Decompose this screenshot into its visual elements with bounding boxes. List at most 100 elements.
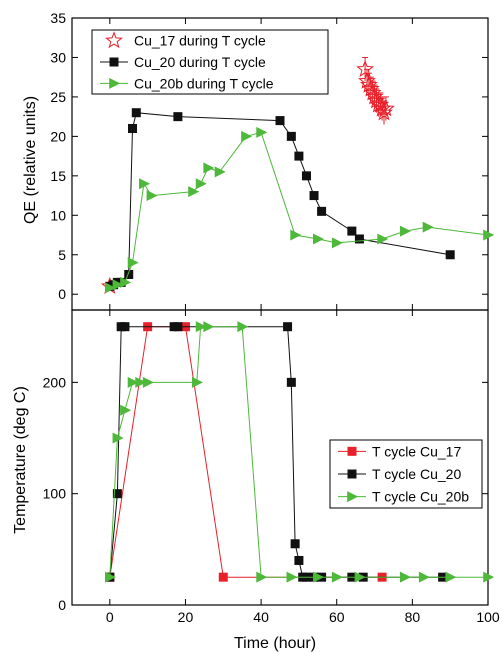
y-tick-label: 30 xyxy=(50,49,66,65)
y-tick-label: 200 xyxy=(43,374,67,390)
data-point xyxy=(135,376,147,388)
top-series-0 xyxy=(100,56,395,294)
bottom-plot-frame xyxy=(71,309,489,606)
data-point xyxy=(256,571,268,583)
data-point xyxy=(173,322,183,332)
bottom-y-axis: 0 100 200 xyxy=(43,374,488,613)
data-point xyxy=(358,71,376,89)
y-tick-label: 5 xyxy=(58,247,66,263)
data-point xyxy=(218,572,228,582)
data-point xyxy=(483,229,495,241)
data-point xyxy=(241,130,253,142)
legend-item: T cycle Cu_20b xyxy=(338,489,469,505)
data-point xyxy=(301,171,311,181)
data-point xyxy=(331,571,343,583)
data-point xyxy=(347,226,357,236)
data-point xyxy=(112,489,122,499)
data-point xyxy=(188,186,200,198)
legend-label: Cu_20b during T cycle xyxy=(134,75,274,91)
data-point xyxy=(361,79,380,97)
legend-label: T cycle Cu_20 xyxy=(372,466,461,482)
data-point xyxy=(375,103,393,121)
data-point xyxy=(286,131,296,141)
data-point xyxy=(203,162,215,174)
legend-label: T cycle Cu_17 xyxy=(372,443,461,459)
data-point xyxy=(127,257,139,269)
data-point xyxy=(142,376,154,388)
data-point xyxy=(422,221,434,233)
top-y-axis: 0 5 10 15 20 25 30 35 xyxy=(50,10,488,302)
data-point xyxy=(131,108,141,118)
data-point xyxy=(313,571,324,583)
x-tick-label: 60 xyxy=(329,609,345,625)
data-point xyxy=(359,75,378,93)
data-point xyxy=(290,539,300,549)
data-point xyxy=(275,116,285,126)
data-point xyxy=(120,322,130,332)
data-point xyxy=(290,229,302,241)
data-point xyxy=(192,376,203,388)
x-tick-label: 40 xyxy=(253,609,269,625)
x-tick-label: 100 xyxy=(476,609,500,625)
legend-marker xyxy=(347,469,357,479)
y-tick-label: 25 xyxy=(50,89,66,105)
data-point xyxy=(363,83,382,101)
legend-marker xyxy=(105,31,123,49)
data-point xyxy=(120,276,132,288)
x-tick-label: 20 xyxy=(178,609,194,625)
data-point xyxy=(237,321,249,333)
data-point xyxy=(112,279,124,291)
y-tick-label: 10 xyxy=(50,207,66,223)
bottom-series-2 xyxy=(105,321,495,583)
data-point xyxy=(313,233,324,245)
legend-item: Cu_17 during T cycle xyxy=(105,31,266,49)
data-point xyxy=(286,571,298,583)
y-tick-label: 100 xyxy=(43,486,67,502)
data-point xyxy=(127,376,139,388)
data-point xyxy=(283,322,293,332)
data-point xyxy=(445,250,455,260)
top-y-axis-label: QE (relative units) xyxy=(22,96,39,224)
y-tick-label: 0 xyxy=(58,286,66,302)
data-point xyxy=(195,178,207,190)
x-axis-label: Time (hour) xyxy=(234,635,316,652)
top-panel: 0 5 10 15 20 25 30 35 Cu_17 during T cycle Cu_20 … xyxy=(50,10,495,311)
y-tick-label: 15 xyxy=(50,168,66,184)
data-point xyxy=(331,237,343,249)
legend-box xyxy=(91,29,329,95)
data-point xyxy=(203,321,215,333)
data-point xyxy=(399,571,411,583)
data-point xyxy=(418,571,430,583)
data-point xyxy=(124,269,134,279)
data-point xyxy=(173,112,183,122)
data-point xyxy=(105,282,116,294)
bottom-legend: T cycle Cu_17 T cycle Cu_20 T cycle Cu_20b xyxy=(329,439,483,509)
legend-item: T cycle Cu_17 xyxy=(338,443,461,459)
top-legend: Cu_17 during T cycle Cu_20 during T cycle… xyxy=(91,29,329,95)
legend-marker xyxy=(347,491,359,503)
data-point xyxy=(399,225,411,237)
top-series-2 xyxy=(105,126,495,294)
data-point xyxy=(256,126,268,138)
data-point xyxy=(214,166,226,178)
data-point xyxy=(146,190,158,202)
legend-marker xyxy=(109,77,121,89)
legend-label: Cu_20 during T cycle xyxy=(134,54,266,70)
data-point xyxy=(376,99,395,117)
bottom-y-axis-label: Temperature (deg C) xyxy=(12,386,29,534)
data-point xyxy=(294,151,304,161)
legend-marker xyxy=(347,446,357,456)
data-point xyxy=(294,555,304,565)
bottom-x-axis: 0 20 40 60 80 100 xyxy=(106,310,500,625)
data-point xyxy=(354,571,366,583)
legend-item: Cu_20b during T cycle xyxy=(100,75,274,91)
series-line xyxy=(109,112,451,287)
data-point xyxy=(483,571,495,583)
data-point xyxy=(317,206,327,216)
data-point xyxy=(354,234,364,244)
data-point xyxy=(445,571,457,583)
y-tick-label: 20 xyxy=(50,128,66,144)
data-point xyxy=(286,377,296,387)
